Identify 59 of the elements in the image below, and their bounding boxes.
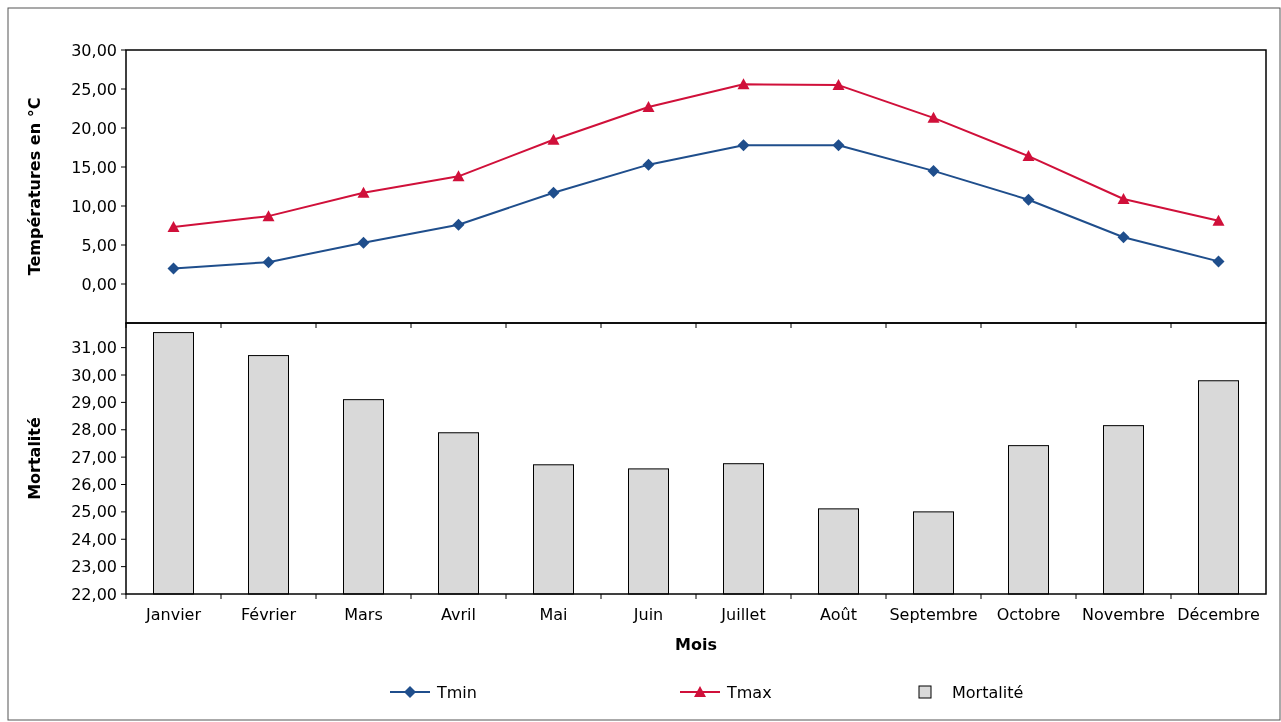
point — [642, 158, 655, 171]
point — [1117, 231, 1130, 244]
point — [262, 256, 275, 269]
y-tick-label: 22,00 — [71, 584, 117, 604]
point — [927, 111, 940, 123]
y-tick-label: 25,00 — [71, 79, 117, 99]
y-tick-label: 26,00 — [71, 475, 117, 495]
y-tick-label: 20,00 — [71, 118, 117, 138]
y-axis-title: Mortalité — [25, 416, 44, 500]
point — [452, 170, 465, 182]
y-tick-label: 15,00 — [71, 157, 117, 177]
point — [357, 236, 370, 249]
y-axis-title: Températures en °C — [25, 97, 44, 276]
point — [1212, 255, 1225, 268]
y-tick-label: 0,00 — [81, 274, 117, 294]
y-tick-label: 28,00 — [71, 420, 117, 440]
y-tick-label: 29,00 — [71, 392, 117, 412]
point — [262, 210, 275, 222]
y-tick-label: 25,00 — [71, 502, 117, 522]
point — [927, 164, 940, 177]
point — [737, 139, 750, 152]
x-tick-label: Mai — [539, 605, 568, 624]
x-tick-label: Janvier — [145, 605, 202, 624]
point — [1022, 193, 1035, 206]
legend-label: Mortalité — [952, 682, 1024, 702]
x-tick-label: Septembre — [889, 605, 978, 624]
point — [737, 78, 750, 90]
x-tick-label: Mars — [344, 605, 383, 624]
x-tick-label: Février — [240, 605, 297, 624]
point — [832, 139, 845, 152]
x-tick-label: Août — [820, 605, 857, 624]
x-tick-label: Juillet — [720, 605, 766, 624]
x-axis-title: Mois — [675, 635, 717, 654]
x-tick-label: Décembre — [1177, 605, 1260, 624]
y-tick-label: 23,00 — [71, 557, 117, 577]
point — [832, 79, 845, 91]
y-tick-label: 30,00 — [71, 365, 117, 385]
x-tick-label: Juin — [632, 605, 664, 624]
point — [547, 186, 560, 199]
point — [167, 221, 180, 233]
y-tick-label: 30,00 — [71, 40, 117, 60]
y-tick-label: 27,00 — [71, 447, 117, 467]
point — [452, 218, 465, 231]
point — [642, 100, 655, 112]
y-tick-label: 5,00 — [81, 235, 117, 255]
y-tick-label: 10,00 — [71, 196, 117, 216]
point — [1117, 192, 1130, 204]
y-tick-label: 24,00 — [71, 529, 117, 549]
point — [547, 133, 560, 145]
x-tick-label: Avril — [441, 605, 476, 624]
y-tick-label: 31,00 — [71, 338, 117, 358]
point — [1022, 150, 1035, 162]
legend-label: Tmin — [436, 682, 477, 702]
legend-label: Tmax — [726, 682, 772, 702]
point — [167, 262, 180, 275]
x-tick-label: Octobre — [996, 605, 1061, 624]
point — [357, 186, 370, 198]
point — [1212, 214, 1225, 226]
x-tick-label: Novembre — [1082, 605, 1165, 624]
